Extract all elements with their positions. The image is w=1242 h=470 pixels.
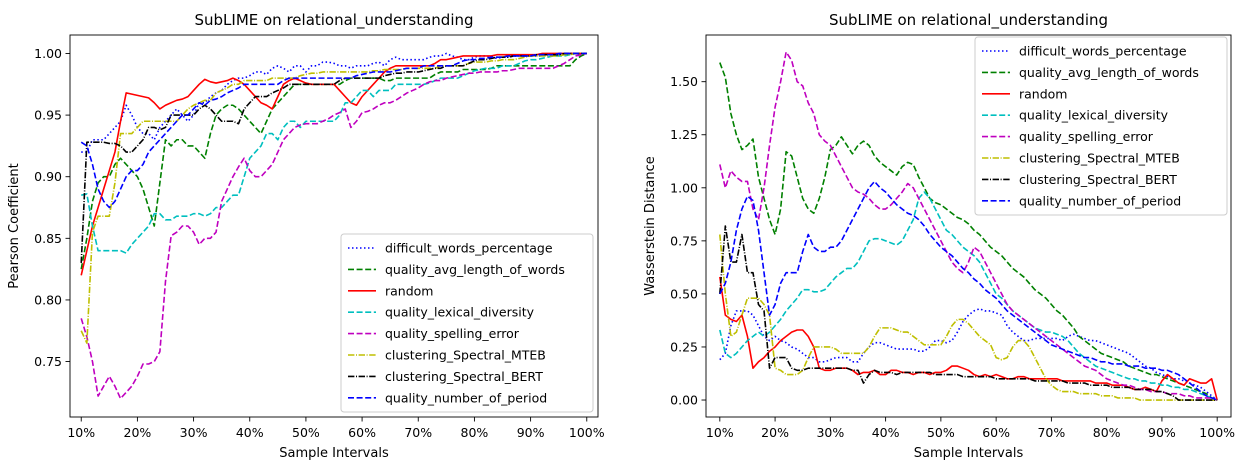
legend-label: clustering_Spectral_MTEB <box>385 348 546 363</box>
legend-label: quality_number_of_period <box>1019 193 1181 208</box>
x-axis-label: Sample Intervals <box>279 446 389 461</box>
series-group <box>80 52 588 400</box>
x-tick-label: 90% <box>517 425 545 440</box>
x-tick-label: 100% <box>569 425 605 440</box>
chart-title: SubLIME on relational_understanding <box>829 11 1108 30</box>
series-line-quality_number_of_period <box>80 52 587 209</box>
y-tick-label: 0.90 <box>34 169 62 184</box>
chart-title: SubLIME on relational_understanding <box>194 11 473 30</box>
series-line-clustering_Spectral_MTEB <box>719 234 1218 401</box>
x-tick-label: 40% <box>236 425 264 440</box>
left-chart-pearson: SubLIME on relational_understanding 10% 20… <box>7 11 605 461</box>
x-tick-label: 80% <box>1093 425 1121 440</box>
series-line-clustering_Spectral_BERT <box>719 225 1218 401</box>
x-tick-label: 10% <box>706 425 734 440</box>
series-line-random <box>80 52 587 276</box>
x-axis-label: Sample Intervals <box>914 446 1024 461</box>
series-line-quality_avg_length_of_words <box>719 62 1218 401</box>
right-chart-wasserstein: SubLIME on relational_understanding 10% 20… <box>643 11 1235 461</box>
legend-label: difficult_words_percentage <box>385 241 553 256</box>
x-tick-label: 100% <box>1199 425 1235 440</box>
legend-label: quality_avg_length_of_words <box>385 262 565 277</box>
legend-label: quality_lexical_diversity <box>385 305 535 320</box>
legend-box <box>974 36 1228 216</box>
y-tick-label: 0.00 <box>670 393 698 408</box>
legend-label: random <box>1019 86 1067 101</box>
y-tick-label: 1.00 <box>34 46 62 61</box>
x-tick-label: 30% <box>816 425 844 440</box>
y-axis-label: Wasserstein Distance <box>643 156 658 296</box>
series-line-quality_lexical_diversity <box>81 52 587 254</box>
x-tick-label: 60% <box>348 425 376 440</box>
y-tick-label: 0.85 <box>34 231 62 246</box>
x-tick-label: 10% <box>67 425 95 440</box>
legend: difficult_words_percentage quality_avg_le… <box>340 233 594 413</box>
x-tick-label: 60% <box>982 425 1010 440</box>
x-tick-label: 50% <box>292 425 320 440</box>
legend-label: difficult_words_percentage <box>1019 44 1187 59</box>
y-tick-label: 1.25 <box>670 127 698 142</box>
y-tick-label: 0.50 <box>670 286 698 301</box>
y-tick-label: 0.80 <box>34 292 62 307</box>
legend: difficult_words_percentage quality_avg_le… <box>974 36 1228 216</box>
legend-label: quality_spelling_error <box>385 326 520 341</box>
y-tick-label: 0.75 <box>670 233 698 248</box>
y-tick-label: 1.00 <box>670 180 698 195</box>
plot-frame <box>705 34 1232 418</box>
x-tick-label: 80% <box>461 425 489 440</box>
y-axis-label: Pearson Coefficient <box>7 163 22 288</box>
series-line-difficult_words_percentage <box>719 307 1218 401</box>
series-line-quality_spelling_error <box>719 51 1218 401</box>
legend-label: quality_number_of_period <box>385 390 547 405</box>
legend-label: clustering_Spectral_MTEB <box>1019 151 1180 166</box>
series-line-clustering_Spectral_BERT <box>80 52 587 264</box>
x-tick-label: 70% <box>404 425 432 440</box>
series-line-quality_spelling_error <box>80 52 587 400</box>
legend-label: random <box>385 283 433 298</box>
plot-frame <box>69 34 599 418</box>
x-tick-label: 50% <box>927 425 955 440</box>
x-tick-label: 40% <box>872 425 900 440</box>
legend-label: quality_lexical_diversity <box>1019 108 1169 123</box>
x-tick-label: 30% <box>180 425 208 440</box>
x-tick-label: 20% <box>761 425 789 440</box>
series-line-quality_lexical_diversity <box>719 191 1218 401</box>
legend-label: clustering_Spectral_BERT <box>385 369 543 384</box>
x-tick-label: 90% <box>1148 425 1176 440</box>
y-tick-label: 0.95 <box>34 108 62 123</box>
series-line-difficult_words_percentage <box>81 52 587 153</box>
y-tick-label: 0.25 <box>670 339 698 354</box>
legend-label: quality_avg_length_of_words <box>1019 65 1199 80</box>
series-line-random <box>719 276 1218 401</box>
x-tick-label: 70% <box>1037 425 1065 440</box>
y-tick-label: 0.75 <box>34 354 62 369</box>
series-line-clustering_Spectral_MTEB <box>80 52 587 344</box>
y-tick-label: 1.50 <box>670 74 698 89</box>
legend-label: quality_spelling_error <box>1019 129 1154 144</box>
legend-box <box>340 233 594 413</box>
series-group <box>719 51 1218 401</box>
legend-label: clustering_Spectral_BERT <box>1019 172 1177 187</box>
series-line-quality_number_of_period <box>719 180 1218 401</box>
x-tick-label: 20% <box>124 425 152 440</box>
